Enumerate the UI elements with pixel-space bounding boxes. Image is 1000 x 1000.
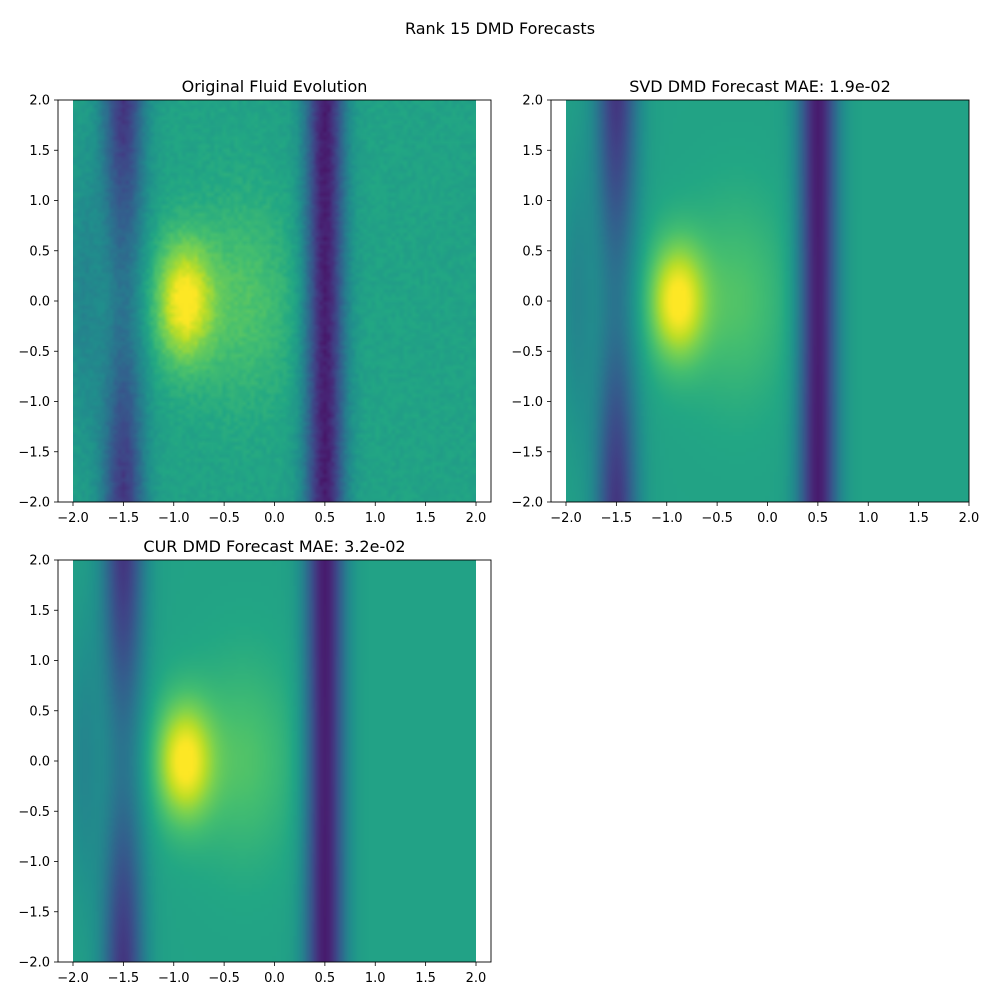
y-tick-label: 0.0 xyxy=(29,755,50,770)
y-tick-label: 1.0 xyxy=(29,654,50,669)
x-tick-label: −1.5 xyxy=(601,511,633,526)
x-tick-label: 0.0 xyxy=(264,511,285,526)
y-tick-label: 1.0 xyxy=(29,194,50,209)
y-tick-label: −1.5 xyxy=(18,905,50,920)
y-tick-label: 2.0 xyxy=(522,94,543,109)
x-tick-label: −1.5 xyxy=(108,511,140,526)
x-tick-label: 0.0 xyxy=(264,971,285,986)
x-tick-label: 1.5 xyxy=(415,511,436,526)
x-tick-label: −0.5 xyxy=(208,971,240,986)
x-tick-label: 0.5 xyxy=(315,971,336,986)
y-tick-label: −1.0 xyxy=(18,395,50,410)
subplot-title: SVD DMD Forecast MAE: 1.9e-02 xyxy=(629,77,891,96)
heatmap-image xyxy=(73,100,476,502)
y-tick-label: −1.0 xyxy=(511,395,543,410)
y-tick-label: 1.0 xyxy=(522,194,543,209)
x-tick-label: −0.5 xyxy=(701,511,733,526)
x-tick-label: 2.0 xyxy=(959,511,980,526)
y-tick-label: 2.0 xyxy=(29,554,50,569)
y-tick-label: −1.0 xyxy=(18,855,50,870)
heatmap-image xyxy=(566,100,969,502)
x-tick-label: −1.0 xyxy=(158,511,190,526)
x-tick-label: −1.0 xyxy=(158,971,190,986)
y-tick-label: 0.5 xyxy=(522,244,543,259)
y-tick-label: 1.5 xyxy=(522,144,543,159)
y-tick-label: 2.0 xyxy=(29,94,50,109)
x-tick-label: 1.0 xyxy=(365,971,386,986)
subplot-grid: Original Fluid Evolution −2.0 −1.5 −1.0 −0.5… xyxy=(18,77,979,986)
x-tick-label: 2.0 xyxy=(466,971,487,986)
y-tick-label: −0.5 xyxy=(18,345,50,360)
y-tick-label: 1.5 xyxy=(29,144,50,159)
x-tick-label: 0.5 xyxy=(315,511,336,526)
heatmap-image xyxy=(73,560,476,962)
y-tick-label: 0.5 xyxy=(29,704,50,719)
x-tick-label: 0.0 xyxy=(757,511,778,526)
x-tick-label: 1.0 xyxy=(858,511,879,526)
x-tick-label: −1.0 xyxy=(651,511,683,526)
y-tick-label: 0.0 xyxy=(522,295,543,310)
x-tick-label: 1.0 xyxy=(365,511,386,526)
y-tick-label: −0.5 xyxy=(511,345,543,360)
y-tick-label: −2.0 xyxy=(18,496,50,511)
y-tick-label: −0.5 xyxy=(18,805,50,820)
y-tick-label: 1.5 xyxy=(29,604,50,619)
x-tick-label: −2.0 xyxy=(57,511,89,526)
y-tick-label: −1.5 xyxy=(511,445,543,460)
x-tick-label: 2.0 xyxy=(466,511,487,526)
subplot-title: CUR DMD Forecast MAE: 3.2e-02 xyxy=(143,537,405,556)
y-tick-label: 0.0 xyxy=(29,295,50,310)
subplot-title: Original Fluid Evolution xyxy=(182,77,368,96)
x-tick-label: 1.5 xyxy=(908,511,929,526)
subplot-1: Original Fluid Evolution −2.0 −1.5 −1.0 −0.5… xyxy=(18,77,492,526)
x-tick-label: −1.5 xyxy=(108,971,140,986)
y-tick-label: −2.0 xyxy=(18,956,50,971)
x-tick-label: −2.0 xyxy=(57,971,89,986)
x-tick-label: 1.5 xyxy=(415,971,436,986)
x-tick-label: −2.0 xyxy=(550,511,582,526)
x-tick-label: 0.5 xyxy=(808,511,829,526)
figure-suptitle: Rank 15 DMD Forecasts xyxy=(405,19,595,38)
subplot-3: CUR DMD Forecast MAE: 3.2e-02 −2.0 −1.5 −1.… xyxy=(18,537,492,986)
subplot-2: SVD DMD Forecast MAE: 1.9e-02 −2.0 −1.5 −1.… xyxy=(511,77,979,526)
y-tick-label: −1.5 xyxy=(18,445,50,460)
y-tick-label: 0.5 xyxy=(29,244,50,259)
x-tick-label: −0.5 xyxy=(208,511,240,526)
y-tick-label: −2.0 xyxy=(511,496,543,511)
